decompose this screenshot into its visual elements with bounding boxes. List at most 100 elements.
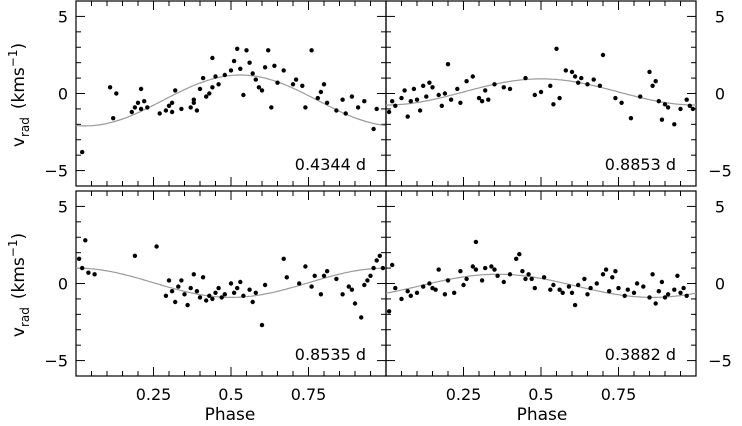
period-annotation: 0.4344 d bbox=[295, 155, 366, 174]
y-tick-label: 0 bbox=[58, 275, 68, 294]
period-annotation: 0.3882 d bbox=[605, 345, 676, 364]
fit-curve bbox=[75, 74, 387, 127]
data-point bbox=[665, 292, 671, 297]
data-point bbox=[520, 269, 525, 274]
data-point bbox=[213, 290, 218, 295]
data-point bbox=[557, 287, 562, 292]
data-point bbox=[135, 100, 141, 106]
data-point bbox=[585, 292, 590, 297]
y-tick-label: 5 bbox=[58, 7, 68, 26]
data-point bbox=[473, 239, 479, 245]
data-point bbox=[352, 301, 358, 306]
ylabel-unit-close: ) bbox=[9, 233, 29, 240]
data-point bbox=[616, 285, 621, 291]
y-tick-label: −5 bbox=[708, 162, 732, 181]
data-point bbox=[250, 71, 255, 76]
data-point bbox=[312, 273, 317, 278]
data-point bbox=[455, 86, 460, 92]
panel-top-left: −5 0 5 0.4344 d bbox=[44, 0, 387, 187]
data-point bbox=[678, 106, 683, 112]
ylabel-unit-sup: −1 bbox=[6, 240, 20, 258]
data-point bbox=[483, 88, 488, 93]
data-point bbox=[576, 282, 581, 288]
data-point bbox=[191, 97, 196, 102]
data-point bbox=[349, 94, 355, 99]
data-point bbox=[210, 85, 215, 90]
ylabel-unit-open: (kms bbox=[9, 67, 29, 109]
data-point bbox=[495, 273, 500, 278]
data-point bbox=[293, 77, 299, 82]
data-point bbox=[262, 282, 268, 288]
data-point bbox=[421, 83, 426, 89]
data-point bbox=[241, 92, 246, 98]
data-point bbox=[213, 74, 218, 79]
data-point bbox=[427, 281, 432, 286]
data-point bbox=[194, 289, 200, 294]
data-point bbox=[634, 281, 640, 286]
data-point bbox=[588, 285, 593, 291]
ylabel-unit-open: (kms bbox=[9, 257, 29, 299]
data-point bbox=[300, 83, 305, 89]
data-point bbox=[281, 68, 286, 73]
data-point bbox=[687, 103, 692, 109]
data-point bbox=[309, 284, 314, 289]
data-point bbox=[551, 282, 556, 288]
data-point bbox=[142, 99, 147, 104]
data-point bbox=[402, 88, 407, 93]
x-tick-label: 0.5 bbox=[528, 385, 553, 404]
data-point bbox=[315, 95, 320, 101]
data-point bbox=[371, 265, 376, 271]
data-point bbox=[414, 97, 420, 102]
data-point bbox=[662, 295, 668, 300]
data-point bbox=[191, 272, 196, 277]
data-point bbox=[318, 89, 324, 95]
data-point bbox=[445, 61, 451, 67]
data-point bbox=[309, 48, 314, 53]
data-point bbox=[641, 284, 646, 289]
data-point bbox=[659, 117, 665, 122]
data-point bbox=[470, 74, 475, 79]
y-tick-label: 0 bbox=[58, 85, 68, 104]
data-point bbox=[179, 106, 184, 112]
data-point bbox=[622, 293, 627, 298]
data-point bbox=[479, 278, 485, 283]
data-point bbox=[194, 108, 200, 113]
data-point bbox=[414, 290, 420, 295]
data-point bbox=[169, 109, 175, 115]
svg-text:vrad(kms−1): vrad (kms−1) bbox=[6, 43, 32, 147]
data-point bbox=[86, 270, 91, 275]
data-point bbox=[247, 60, 252, 65]
data-point bbox=[222, 292, 227, 297]
data-point bbox=[318, 292, 324, 297]
data-point bbox=[569, 290, 575, 295]
data-point bbox=[83, 238, 88, 243]
data-point bbox=[374, 258, 379, 263]
data-point bbox=[399, 296, 404, 302]
data-point bbox=[166, 103, 172, 109]
data-point bbox=[365, 278, 370, 283]
data-point bbox=[421, 284, 426, 289]
data-point bbox=[219, 295, 224, 300]
data-point bbox=[228, 281, 234, 286]
data-point bbox=[464, 79, 469, 84]
data-point bbox=[154, 244, 159, 249]
data-point bbox=[349, 287, 355, 292]
y-tick-label: −5 bbox=[44, 162, 68, 181]
data-point bbox=[241, 293, 246, 298]
data-point bbox=[628, 116, 634, 121]
data-point bbox=[386, 309, 392, 314]
data-point bbox=[684, 293, 689, 298]
data-point bbox=[610, 275, 615, 280]
y-tick-label: −5 bbox=[44, 352, 68, 371]
data-point bbox=[176, 284, 181, 289]
data-point bbox=[594, 281, 599, 286]
data-point bbox=[532, 92, 537, 98]
data-point bbox=[216, 285, 221, 291]
data-point bbox=[647, 69, 652, 75]
data-point bbox=[132, 105, 138, 110]
data-point bbox=[228, 68, 234, 73]
data-point bbox=[346, 284, 351, 289]
data-point bbox=[445, 278, 451, 283]
data-point bbox=[210, 55, 215, 61]
data-point bbox=[284, 275, 289, 280]
